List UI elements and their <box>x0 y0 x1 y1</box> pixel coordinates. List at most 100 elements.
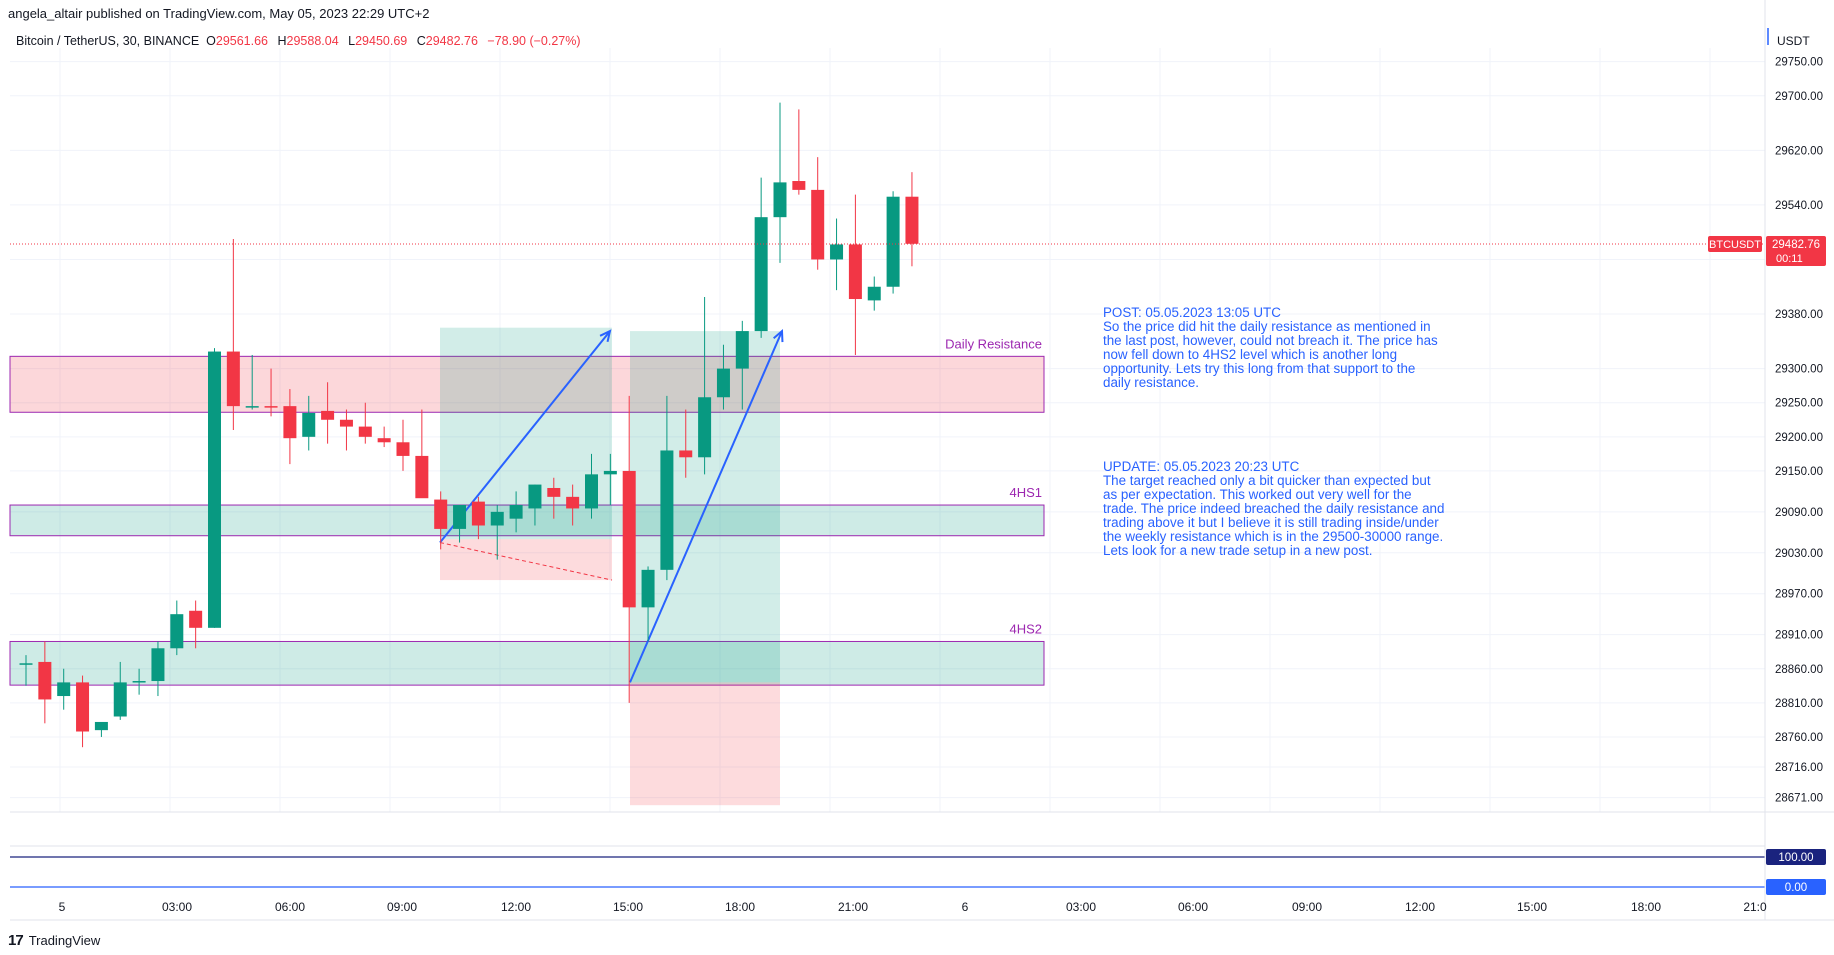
candle-body <box>603 470 617 475</box>
countdown: 00:11 <box>1776 253 1803 265</box>
price-tick: 29150.00 <box>1775 466 1823 478</box>
candle-body <box>415 455 429 499</box>
projection-arrow-1-head <box>599 329 612 343</box>
price-tick: 29750.00 <box>1775 57 1823 69</box>
candle-body <box>38 661 52 700</box>
price-tick: 28716.00 <box>1775 762 1823 774</box>
candle-body <box>698 397 712 458</box>
open-label: O <box>206 34 216 48</box>
price-tick: 29090.00 <box>1775 507 1823 519</box>
trade-note: POST: 05.05.2023 13:05 UTC So the price … <box>1103 278 1523 572</box>
price-tick: 29700.00 <box>1775 91 1823 103</box>
candle-body <box>811 189 825 260</box>
footer-brand: 17 TradingView <box>8 932 100 949</box>
candle-body <box>509 505 523 519</box>
zone-label: Daily Resistance <box>945 336 1042 351</box>
price-tick: 29030.00 <box>1775 548 1823 560</box>
projection-arrow-1 <box>439 330 611 544</box>
open-value: 29561.66 <box>215 34 269 48</box>
price-tick: 29620.00 <box>1775 145 1823 157</box>
candle-body <box>76 682 90 732</box>
candle-body <box>302 412 316 437</box>
candle-body <box>189 610 203 628</box>
candle-body <box>528 484 542 509</box>
candle-body <box>886 196 900 287</box>
close-label: C <box>416 34 426 48</box>
time-tick: 18:00 <box>1631 900 1661 914</box>
time-tick: 12:00 <box>501 900 531 914</box>
candle-body <box>754 217 768 332</box>
candle-body <box>339 419 353 427</box>
zone-label: 4HS1 <box>1009 485 1042 500</box>
candle-body <box>208 351 221 628</box>
candle-body <box>830 244 844 260</box>
candle-body <box>735 331 749 369</box>
low-label: L <box>348 34 356 48</box>
candle-body <box>716 368 730 398</box>
price-tick: 29300.00 <box>1775 364 1823 376</box>
candle-body <box>245 406 259 408</box>
candle-body <box>283 406 297 439</box>
candle-body <box>453 505 467 529</box>
symbol-badge <box>1708 235 1762 252</box>
tradingview-logo-icon: 17 <box>8 932 24 949</box>
zone-0 <box>9 355 1045 413</box>
price-tick: 29200.00 <box>1775 432 1823 444</box>
time-tick: 21:00 <box>838 900 868 914</box>
time-tick: 15:00 <box>613 900 643 914</box>
candle-body <box>94 721 108 731</box>
candle-body <box>377 438 391 443</box>
price-tick: 28970.00 <box>1775 589 1823 601</box>
time-tick: 5 <box>59 900 66 914</box>
note-post: POST: 05.05.2023 13:05 UTC So the price … <box>1103 305 1438 390</box>
zone-label: 4HS2 <box>1009 621 1042 636</box>
low-value: 29450.69 <box>355 34 408 48</box>
candle-body <box>547 487 561 497</box>
time-tick: 03:00 <box>162 900 192 914</box>
symbol-name[interactable]: Bitcoin / TetherUS, 30, BINANCE <box>16 34 200 48</box>
candle-body <box>151 648 165 682</box>
high-label: H <box>277 34 287 48</box>
candle-body <box>264 406 278 408</box>
price-tick: 29250.00 <box>1775 398 1823 410</box>
price-tick: 28671.00 <box>1775 793 1823 805</box>
zone-2 <box>9 640 1045 686</box>
candle-body <box>792 181 806 190</box>
time-tick: 06:00 <box>1178 900 1208 914</box>
high-value: 29588.04 <box>286 34 339 48</box>
candle-body <box>471 501 485 526</box>
time-tick: 09:00 <box>387 900 417 914</box>
time-tick: 12:00 <box>1405 900 1435 914</box>
time-tick: 18:00 <box>725 900 755 914</box>
price-tick: 28860.00 <box>1775 664 1823 676</box>
candle-body <box>170 614 184 649</box>
candle-body <box>358 426 372 437</box>
published-line: angela_altair published on TradingView.c… <box>8 6 430 21</box>
time-tick: 09:00 <box>1292 900 1322 914</box>
candle-body <box>434 499 448 529</box>
note-update: UPDATE: 05.05.2023 20:23 UTC The target … <box>1103 459 1445 558</box>
candle-body <box>848 244 862 300</box>
projection-arrow-2 <box>629 330 783 683</box>
candle-body <box>585 474 598 509</box>
projection-arrow-2-head <box>773 328 784 343</box>
time-tick: 03:00 <box>1066 900 1096 914</box>
candle-body <box>679 450 693 458</box>
price-unit: USDT <box>1777 34 1810 48</box>
indicator-lower-value: 0.00 <box>1785 882 1807 894</box>
indicator-upper-badge <box>1766 849 1826 865</box>
candle-body <box>132 681 146 683</box>
time-tick: 06:00 <box>275 900 305 914</box>
price-tick: 29540.00 <box>1775 200 1823 212</box>
zone-1 <box>9 504 1045 537</box>
position-2-stop <box>630 682 780 806</box>
close-value: 29482.76 <box>425 34 478 48</box>
candle-body <box>867 286 881 301</box>
candle-body <box>19 663 33 665</box>
candle-body <box>660 450 674 570</box>
candle-body <box>396 442 410 456</box>
candle-body <box>57 682 71 697</box>
position-1-stop <box>440 539 612 581</box>
last-price-badge <box>1766 235 1826 266</box>
